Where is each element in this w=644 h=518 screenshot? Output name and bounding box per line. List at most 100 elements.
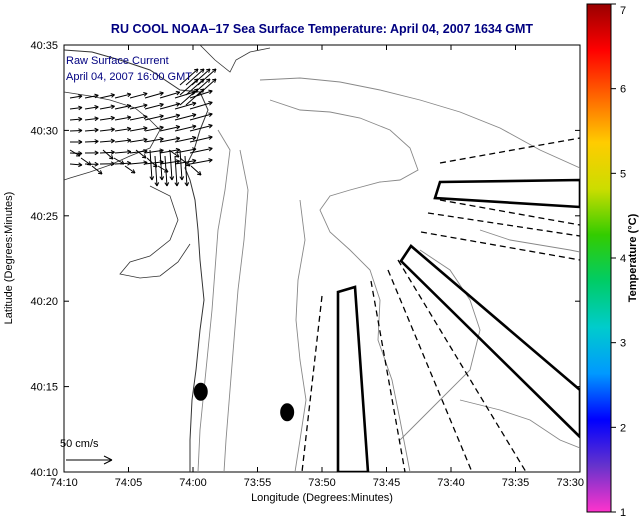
current-vector-head (199, 171, 202, 176)
current-vector-head (191, 113, 197, 115)
current-vector (189, 159, 213, 165)
current-vector-head (185, 164, 191, 167)
colorbar-tick-label: 6 (620, 84, 626, 96)
x-tick-label: 73:50 (308, 477, 336, 489)
colorbar (586, 3, 612, 513)
current-vector-head (209, 113, 213, 117)
current-vector-head (208, 159, 213, 163)
current-vector-head (175, 159, 180, 162)
current-vector (129, 127, 148, 132)
current-vector (185, 88, 205, 106)
current-vector-head (209, 90, 213, 95)
x-tick-label: 73:30 (556, 477, 584, 489)
current-vector-head (192, 158, 197, 161)
current-vector (124, 165, 136, 174)
current-vector-head (78, 95, 83, 99)
current-vector-head (193, 68, 199, 71)
current-vector-head (176, 137, 181, 142)
x-tick-label: 74:05 (115, 477, 143, 489)
current-vector-head (160, 115, 164, 119)
current-vector-head (160, 92, 164, 96)
current-vector-head (78, 139, 83, 143)
y-tick-label: 40:25 (30, 211, 58, 223)
colorbar-tick-label: 3 (620, 338, 626, 350)
y-axis-label: Latitude (Degrees:Minutes) (3, 192, 15, 325)
colorbar-tick-label: 4 (620, 253, 626, 265)
plot-area (63, 44, 581, 473)
y-axis-ticks: 40:10 40:15 40:20 40:25 40:30 40:35 (30, 40, 580, 479)
x-tick-label: 73:55 (244, 477, 272, 489)
current-vector-head (94, 105, 99, 108)
current-vector-head (151, 176, 155, 181)
current-vector-head (127, 160, 132, 164)
current-vector-head (193, 78, 199, 81)
current-vector-head (110, 163, 115, 167)
current-vector-head (141, 156, 147, 159)
current-vector-head (175, 90, 180, 93)
current-vector-head (78, 116, 83, 120)
current-vector-head (110, 138, 115, 142)
current-vector (129, 104, 148, 110)
current-vector-head (78, 164, 83, 168)
current-vector-head (127, 116, 132, 120)
current-vector-head (78, 130, 83, 133)
current-vector (190, 165, 202, 176)
current-vector (179, 88, 199, 106)
current-vector-head (94, 139, 99, 142)
current-vector (114, 128, 131, 132)
current-vector-head (94, 163, 99, 167)
current-vector-head (214, 78, 217, 83)
current-vector-head (160, 103, 164, 108)
current-vector-head (143, 148, 148, 152)
coastline (64, 49, 209, 472)
current-vectors (69, 68, 217, 187)
current-vector (99, 128, 115, 132)
current-vector (129, 92, 148, 99)
current-vector (69, 118, 83, 121)
current-vector-head (214, 68, 217, 73)
current-vector-head (181, 176, 185, 181)
current-vector-head (176, 149, 181, 153)
current-vector-head (160, 126, 164, 131)
current-vector (189, 113, 213, 121)
current-vector-head (110, 93, 115, 96)
current-vector-head (94, 106, 99, 110)
current-vector (179, 68, 199, 86)
x-tick-label: 73:40 (437, 477, 465, 489)
current-vector-head (94, 150, 99, 154)
current-vector (114, 151, 131, 154)
current-vector-head (143, 114, 148, 117)
current-vector-head (159, 125, 164, 128)
current-vector-head (176, 126, 181, 130)
observation-dots (193, 382, 295, 422)
current-vector-head (94, 140, 99, 144)
current-vector-head (110, 127, 115, 130)
y-tick-label: 40:20 (30, 296, 58, 308)
current-vector (69, 163, 83, 166)
current-vector (154, 155, 158, 187)
current-vector (189, 147, 213, 154)
current-vector (69, 95, 83, 99)
current-vector (144, 115, 164, 121)
current-vector-head (202, 78, 205, 83)
current-vector-head (143, 126, 148, 129)
current-vector-head (192, 124, 197, 127)
current-vector-head (152, 165, 158, 168)
current-vector-head (208, 112, 213, 115)
current-vector-head (196, 68, 199, 73)
current-vector-head (196, 88, 199, 93)
current-vector-head (208, 158, 213, 161)
current-vector-head (191, 101, 197, 104)
current-vector-head (176, 153, 180, 158)
current-vector-head (159, 137, 164, 140)
current-vector-head (143, 154, 147, 159)
current-vector-head (187, 162, 191, 167)
contour-5 (294, 199, 307, 472)
current-vector-head (77, 152, 81, 157)
current-vector (114, 105, 131, 110)
current-vector (99, 117, 115, 121)
current-vector-head (196, 78, 199, 83)
current-vector-head (143, 116, 148, 120)
current-vector-head (127, 128, 132, 132)
current-vector-head (110, 151, 115, 155)
